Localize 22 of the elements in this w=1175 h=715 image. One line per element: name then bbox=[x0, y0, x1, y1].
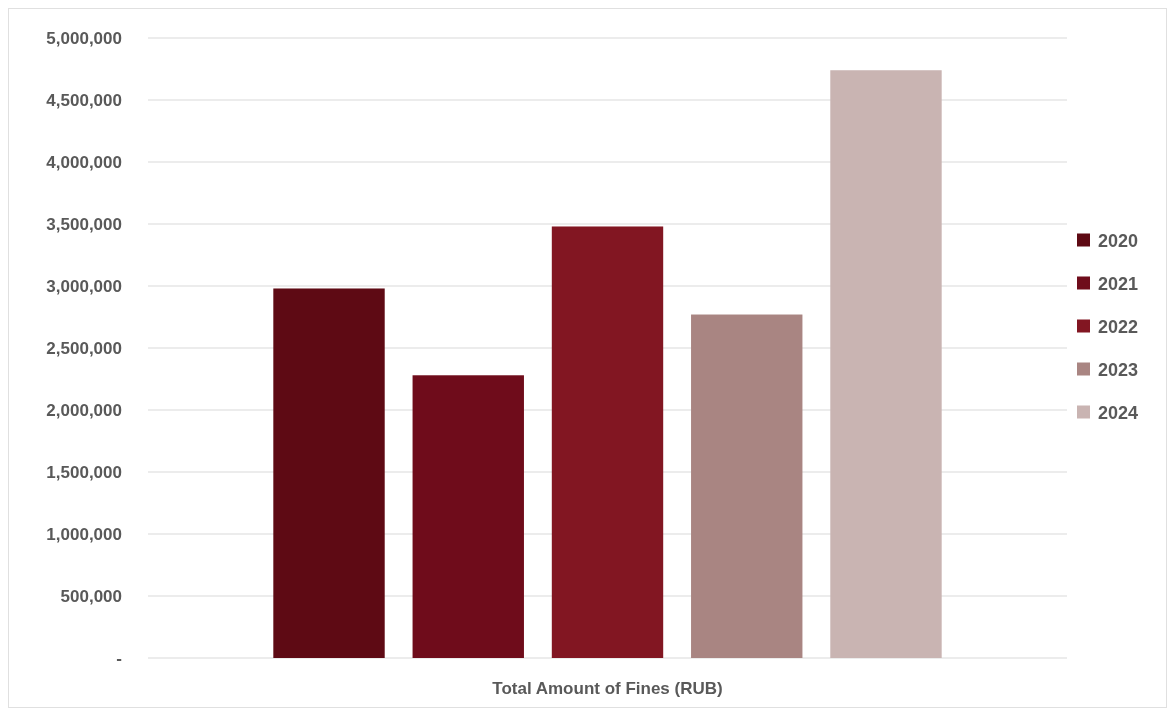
y-tick-label: 4,500,000 bbox=[46, 90, 122, 110]
y-tick-label: 5,000,000 bbox=[46, 28, 122, 48]
legend-label: 2022 bbox=[1098, 316, 1139, 337]
y-tick-label: - bbox=[116, 648, 122, 668]
y-tick-label: 2,500,000 bbox=[46, 338, 122, 358]
bar bbox=[273, 288, 385, 658]
y-tick-label: 1,000,000 bbox=[46, 524, 122, 544]
y-tick-label: 3,000,000 bbox=[46, 276, 122, 296]
y-tick-label: 2,000,000 bbox=[46, 400, 122, 420]
y-tick-label: 3,500,000 bbox=[46, 214, 122, 234]
y-tick-label: 1,500,000 bbox=[46, 462, 122, 482]
y-tick-label: 4,000,000 bbox=[46, 152, 122, 172]
x-tick-label: Total Amount of Fines (RUB) bbox=[492, 679, 723, 698]
legend-label: 2024 bbox=[1098, 402, 1139, 423]
bar bbox=[412, 375, 524, 658]
legend-label: 2023 bbox=[1098, 359, 1139, 380]
bar bbox=[551, 226, 664, 658]
bar bbox=[691, 314, 803, 658]
y-tick-label: 500,000 bbox=[60, 586, 122, 606]
legend-label: 2021 bbox=[1098, 273, 1139, 294]
legend-label: 2020 bbox=[1098, 230, 1139, 251]
bar bbox=[830, 70, 942, 658]
